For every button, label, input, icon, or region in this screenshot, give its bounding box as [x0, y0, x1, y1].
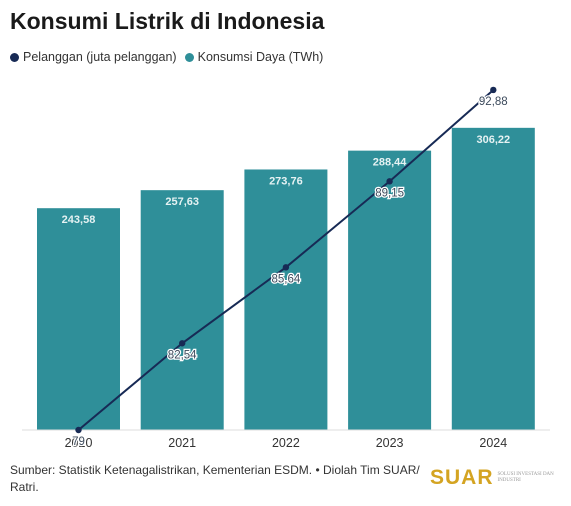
point-label-2020: 79	[72, 436, 85, 448]
bar-label-2020: 243,58	[62, 214, 96, 226]
logo-wordmark: SUAR	[430, 466, 494, 489]
x-tick-label-2023: 2023	[376, 436, 404, 450]
source-note: Sumber: Statistik Ketenagalistrikan, Kem…	[10, 463, 420, 494]
legend-label-konsumsi: Konsumsi Daya (TWh)	[197, 50, 324, 64]
legend-swatch-pelanggan	[10, 52, 19, 62]
point-2024	[490, 86, 497, 94]
bar-2020	[37, 208, 120, 430]
bar-2021	[140, 190, 224, 430]
bar-2022	[244, 169, 328, 431]
bar-label-2024: 306,22	[476, 134, 510, 146]
chart-plot: 243,58 257,63 273,76 288,44 306,22 2020 2021 20…	[22, 86, 550, 450]
x-tick-label-2021: 2021	[168, 436, 196, 450]
point-label-2023: 89,15	[375, 187, 404, 199]
point-label-2021: 82,54	[168, 349, 197, 361]
legend-item-konsumsi: Konsumsi Daya (TWh)	[184, 50, 324, 64]
point-2021	[179, 340, 186, 347]
bar-label-2022: 273,76	[269, 175, 303, 187]
bar-2023	[348, 150, 432, 430]
point-2022	[282, 264, 290, 271]
bar-2024	[451, 127, 535, 430]
point-2023	[386, 178, 393, 185]
x-tick-label-2024: 2024	[479, 436, 507, 450]
bar-label-2023: 288,44	[373, 157, 408, 169]
bar-label-2021: 257,63	[165, 196, 199, 208]
point-label-2022: 85,64	[272, 273, 301, 285]
x-tick-label-2022: 2022	[272, 436, 300, 450]
chart-title: Konsumi Listrik di Indonesia	[10, 8, 325, 34]
suar-logo: SUAR SOLUSI INVESTASI DAN INDUSTRI	[430, 466, 556, 490]
legend-item-pelanggan: Pelanggan (juta pelanggan)	[10, 50, 177, 64]
x-tick-label-2020: 2020	[65, 436, 93, 450]
legend-label-pelanggan: Pelanggan (juta pelanggan)	[23, 50, 177, 64]
legend: Pelanggan (juta pelanggan) Konsumsi Daya…	[10, 50, 323, 64]
point-label-2024: 92,88	[479, 96, 508, 108]
point-2020	[75, 426, 82, 434]
legend-swatch-konsumsi	[184, 52, 194, 62]
logo-tagline: SOLUSI INVESTASI DAN INDUSTRI	[497, 472, 554, 483]
